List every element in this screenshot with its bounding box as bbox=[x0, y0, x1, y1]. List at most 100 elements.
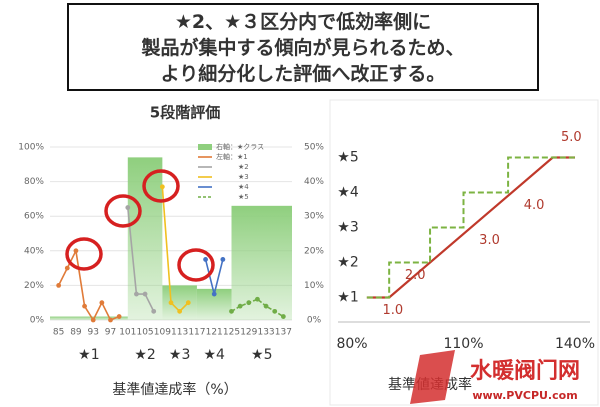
point bbox=[255, 296, 260, 302]
point bbox=[168, 300, 174, 306]
annotation: 5.0 bbox=[561, 130, 582, 145]
y-tick-label: ★5 bbox=[337, 150, 358, 166]
y-tick-label: 100% bbox=[18, 143, 44, 153]
header-segment: する傾向が見られるため、 bbox=[237, 36, 465, 59]
series-line bbox=[366, 156, 575, 299]
x-tick-label: 89 bbox=[70, 328, 82, 338]
point bbox=[203, 257, 208, 262]
point bbox=[134, 291, 139, 297]
header-line: より細分化した評価へ改正する。 bbox=[161, 62, 446, 85]
x-tick-label: 137 bbox=[275, 328, 292, 338]
point bbox=[263, 303, 269, 309]
x-tick-label: 105 bbox=[136, 328, 153, 338]
category-label: ★4 bbox=[203, 347, 225, 363]
point bbox=[211, 291, 217, 297]
chart-title: 5段階評価 bbox=[150, 104, 220, 122]
x-tick-label: 97 bbox=[105, 328, 116, 338]
y-tick-label: ★1 bbox=[337, 290, 358, 306]
point bbox=[272, 308, 278, 314]
legend-label: 左軸：★1 bbox=[216, 152, 248, 161]
header-segment: ★2、★３区分内で bbox=[175, 10, 336, 33]
annotation: 4.0 bbox=[524, 198, 545, 213]
series-line bbox=[161, 186, 189, 313]
header-line: 製品が集中する傾向が見られるため、 bbox=[140, 36, 464, 59]
x-tick-label: 85 bbox=[53, 328, 64, 338]
y-tick-label: ★3 bbox=[337, 220, 358, 236]
annotation: 3.0 bbox=[479, 233, 500, 248]
y2-tick-label: 30% bbox=[304, 212, 324, 222]
y-tick-label: 60% bbox=[24, 212, 44, 222]
x-tick-label: 109 bbox=[154, 328, 171, 338]
legend-label: ★3 bbox=[238, 173, 249, 181]
x-tick-label: 133 bbox=[257, 328, 274, 338]
point bbox=[229, 308, 234, 314]
header-segment: 製品 bbox=[140, 37, 179, 59]
point bbox=[237, 303, 243, 309]
point bbox=[73, 248, 79, 254]
x-axis-label: 基準値達成率（%） bbox=[112, 381, 237, 398]
bar bbox=[162, 285, 197, 320]
legend-label: ★4 bbox=[238, 183, 249, 191]
y2-tick-label: 0% bbox=[307, 316, 322, 326]
point bbox=[151, 308, 157, 314]
bar bbox=[50, 316, 128, 320]
header-segment: より bbox=[161, 63, 199, 85]
category-label: ★3 bbox=[169, 347, 190, 363]
legend-swatch bbox=[198, 144, 212, 150]
x-tick-label: 80% bbox=[336, 336, 367, 352]
point bbox=[185, 300, 191, 306]
y-tick-label: ★2 bbox=[337, 255, 358, 271]
x-tick-label: 140% bbox=[555, 336, 595, 352]
point bbox=[82, 303, 87, 309]
watermark-url: www.PVCPU.com bbox=[472, 389, 577, 402]
header-segment: した bbox=[255, 63, 293, 85]
y2-tick-label: 50% bbox=[304, 143, 324, 153]
point bbox=[64, 265, 70, 271]
highlight-circle bbox=[142, 169, 180, 203]
bar bbox=[231, 205, 292, 320]
y2-tick-label: 40% bbox=[304, 177, 324, 187]
series-line bbox=[126, 207, 155, 312]
x-tick-label: 117 bbox=[188, 328, 205, 338]
watermark-name: 水暖阀门网 bbox=[470, 358, 580, 384]
point bbox=[108, 317, 113, 323]
header-segment: 改正 bbox=[350, 62, 388, 85]
header: ★2、★３区分内で低効率側に製品が集中する傾向が見られるため、より細分化した評価… bbox=[140, 10, 464, 85]
annotation: 1.0 bbox=[383, 303, 404, 318]
point bbox=[142, 291, 148, 297]
highlight-circle bbox=[104, 194, 142, 228]
category-label: ★1 bbox=[78, 347, 99, 363]
header-segment: 低効率側に bbox=[335, 10, 431, 33]
x-tick-label: 93 bbox=[87, 328, 98, 338]
x-tick-label: 101 bbox=[119, 328, 136, 338]
point bbox=[90, 317, 96, 323]
y-tick-label: ★4 bbox=[337, 185, 359, 201]
y-tick-label: 40% bbox=[24, 246, 44, 256]
point bbox=[159, 184, 165, 190]
highlight-circle bbox=[177, 248, 215, 282]
y-tick-label: 80% bbox=[24, 177, 44, 187]
point bbox=[125, 205, 131, 210]
chart-frame bbox=[329, 99, 599, 406]
highlight-circles bbox=[65, 169, 215, 282]
point bbox=[116, 314, 122, 319]
series-line bbox=[366, 156, 575, 299]
header-segment: 集中 bbox=[198, 36, 237, 59]
series-line bbox=[57, 248, 120, 322]
y-tick-label: 0% bbox=[30, 316, 45, 326]
x-tick-label: 110% bbox=[443, 336, 483, 352]
x-tick-label: 113 bbox=[171, 328, 188, 338]
header-line: ★2、★３区分内で低効率側に bbox=[175, 10, 431, 33]
x-tick-label: 125 bbox=[223, 328, 240, 338]
point bbox=[177, 308, 183, 314]
legend-label: ★5 bbox=[238, 193, 249, 201]
header-segment: が bbox=[179, 36, 198, 59]
point bbox=[280, 314, 286, 319]
annotation: 2.0 bbox=[405, 268, 426, 283]
category-label: ★5 bbox=[251, 347, 272, 363]
point bbox=[56, 283, 62, 288]
header-segment: 細分化 bbox=[198, 62, 255, 85]
y-tick-label: 20% bbox=[24, 281, 44, 291]
point bbox=[220, 257, 226, 262]
watermark: 水暖阀门网 www.PVCPU.com bbox=[410, 350, 580, 404]
